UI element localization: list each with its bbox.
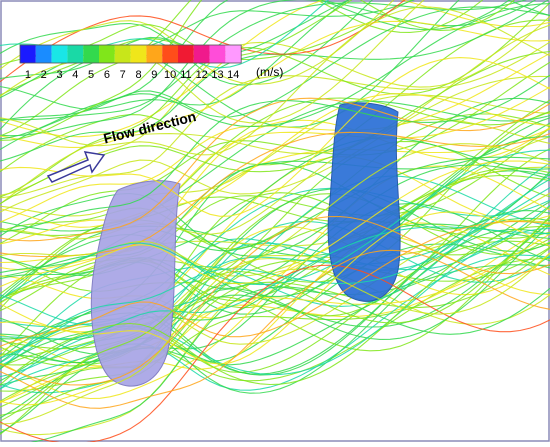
streamline [0,97,550,242]
streamline [0,220,550,350]
streamline [0,149,550,301]
streamline [0,19,550,173]
streamline [0,160,550,288]
streamline [0,249,550,409]
streamline [0,6,550,156]
streamline [0,238,550,408]
colorbar-tick-label: 2 [41,69,47,81]
streamline [0,201,550,382]
colorbar-tick-label: 7 [120,69,126,81]
streamline [0,221,550,394]
colorbar-tick-label: 5 [88,69,94,81]
streamline [0,253,550,425]
colorbar-swatch [35,45,52,63]
streamline [0,188,550,364]
streamline [0,86,550,245]
streamline [0,175,550,326]
colorbar-swatch [83,45,99,63]
colorbar-tick-label: 9 [151,69,157,81]
streamline [0,240,550,373]
streamline [0,0,527,121]
streamline [0,75,550,213]
streamline [0,227,550,390]
colorbar-swatch [146,45,163,63]
streamline [0,0,373,86]
colorbar-swatch [225,45,242,63]
colorbar-unit: (m/s) [256,65,283,79]
streamline [0,225,550,386]
streamline [0,127,550,312]
colorbar-tick-label: 12 [196,69,208,81]
colorbar-tick-label: 14 [227,69,239,81]
streamline [0,203,550,355]
streamline [0,122,550,278]
streamline [0,118,550,240]
streamline [0,57,550,217]
streamline [0,164,550,289]
streamline [0,2,550,198]
colorbar-swatch [114,45,131,63]
streamline [0,226,550,406]
streamline [0,204,550,378]
colorbar-swatch [130,45,147,63]
colorbar-swatch [20,45,36,63]
streamline [0,254,550,391]
colorbar-tick-label: 13 [211,69,223,81]
colorbar-swatch [51,45,68,63]
colorbar-tick-label: 11 [180,69,191,81]
streamline [0,192,550,357]
streamline [0,224,550,434]
streamline [0,52,550,223]
streamline [0,268,550,436]
streamline [0,0,516,141]
colorbar-tick-label: 4 [72,69,78,81]
colorbar-swatch [193,45,210,63]
streamline [0,113,550,250]
streamline [0,0,550,138]
streamline [0,6,550,122]
streamline [0,136,550,299]
streamline [0,61,550,244]
colorbar: 1 2 3 4 5 6 7 8 9 10 11 12 13 14 [19,44,242,81]
streamline [0,100,550,232]
colorbar-tick-label: 3 [56,69,62,81]
streamline [0,216,550,386]
colorbar-border [19,44,242,64]
streamline [0,74,550,233]
colorbar-swatch [162,45,178,63]
streamline [0,221,550,347]
colorbar-swatch [178,45,194,63]
streamline [0,286,550,445]
streamline [0,0,511,140]
streamline [0,94,550,217]
streamline [0,143,550,271]
colorbar-swatch [209,45,226,63]
colorbar-tick-label: 8 [135,69,141,81]
streamline [0,148,550,357]
flow-arrow [46,151,106,183]
streamline [0,0,395,85]
streamline [0,167,550,309]
colorbar-swatch [99,45,115,63]
streamline [0,233,550,403]
streamline [0,97,550,257]
colorbar-tick-label: 10 [164,69,176,81]
streamline [0,216,550,422]
streamline [0,137,550,276]
colorbar-tick-label: 6 [104,69,110,81]
colorbar-tick-label: 1 [25,69,31,81]
streamline [0,178,550,364]
colorbar-swatch [67,45,84,63]
streamline [0,223,550,341]
streamline [0,0,406,83]
streamline [0,211,550,365]
